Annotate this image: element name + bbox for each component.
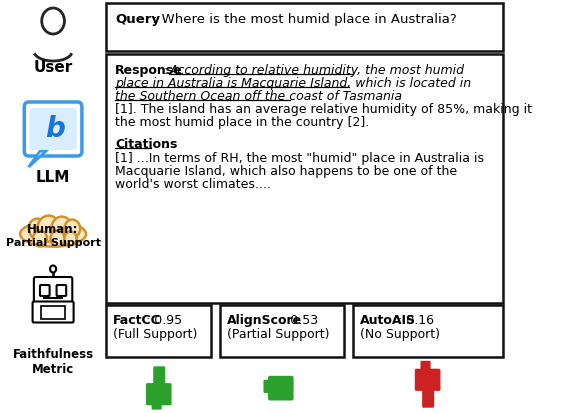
Text: (Full Support): (Full Support) [113, 327, 198, 340]
Polygon shape [29, 152, 46, 168]
Circle shape [50, 266, 56, 273]
Circle shape [29, 219, 46, 239]
Text: :: : [164, 64, 168, 77]
Text: [1]. The island has an average relative humidity of 85%, making it: [1]. The island has an average relative … [115, 103, 532, 116]
Text: world's worst climates....: world's worst climates.... [115, 178, 271, 190]
FancyBboxPatch shape [263, 380, 274, 393]
Text: the Southern Ocean off the coast of Tasmania: the Southern Ocean off the coast of Tasm… [115, 90, 402, 103]
FancyBboxPatch shape [422, 388, 434, 408]
FancyBboxPatch shape [40, 285, 50, 296]
FancyBboxPatch shape [153, 366, 165, 386]
Text: place in Australia is Macquarie Island, which is located in: place in Australia is Macquarie Island, … [115, 77, 471, 90]
Text: According to relative humidity, the most humid: According to relative humidity, the most… [169, 64, 464, 77]
Text: : 0.95: : 0.95 [146, 313, 183, 326]
FancyBboxPatch shape [107, 55, 503, 303]
FancyBboxPatch shape [107, 4, 503, 52]
Text: AlignScore: AlignScore [227, 313, 302, 326]
FancyBboxPatch shape [29, 109, 77, 151]
FancyBboxPatch shape [146, 383, 172, 405]
Text: : Where is the most humid place in Australia?: : Where is the most humid place in Austr… [153, 13, 457, 26]
Circle shape [37, 216, 60, 242]
FancyBboxPatch shape [220, 305, 344, 357]
FancyBboxPatch shape [353, 305, 503, 357]
Circle shape [51, 217, 73, 241]
Circle shape [65, 232, 77, 246]
FancyBboxPatch shape [268, 376, 294, 401]
Text: [1] ...In terms of RH, the most "humid" place in Australia is: [1] ...In terms of RH, the most "humid" … [115, 152, 484, 165]
Text: Partial Support: Partial Support [6, 237, 101, 247]
Text: Response: Response [115, 64, 183, 77]
Text: Macquarie Island, which also happens to be one of the: Macquarie Island, which also happens to … [115, 165, 457, 178]
FancyBboxPatch shape [415, 369, 441, 391]
Text: LLM: LLM [36, 170, 70, 185]
Circle shape [65, 220, 80, 238]
FancyBboxPatch shape [151, 399, 162, 410]
Text: FactCC: FactCC [113, 313, 161, 326]
Text: b: b [45, 115, 65, 142]
Ellipse shape [20, 222, 86, 247]
Circle shape [33, 231, 47, 247]
Text: Human:: Human: [27, 223, 79, 236]
FancyBboxPatch shape [33, 302, 74, 323]
Text: :: : [163, 138, 168, 151]
Text: User: User [33, 60, 73, 75]
FancyBboxPatch shape [41, 306, 65, 319]
FancyBboxPatch shape [34, 277, 73, 303]
Text: the most humid place in the country [2].: the most humid place in the country [2]. [115, 116, 369, 129]
FancyBboxPatch shape [24, 103, 82, 157]
Text: Faithfulness
Metric: Faithfulness Metric [13, 347, 94, 375]
Text: AutoAIS: AutoAIS [359, 313, 415, 326]
Text: : 0.16: : 0.16 [398, 313, 434, 326]
Text: : 0.53: : 0.53 [282, 313, 318, 326]
FancyBboxPatch shape [107, 305, 211, 357]
Text: Citations: Citations [115, 138, 177, 151]
FancyBboxPatch shape [56, 285, 66, 296]
Text: (No Support): (No Support) [359, 327, 439, 340]
Text: (Partial Support): (Partial Support) [227, 327, 329, 340]
Circle shape [51, 231, 65, 247]
Text: Query: Query [115, 13, 160, 26]
FancyBboxPatch shape [420, 361, 431, 371]
